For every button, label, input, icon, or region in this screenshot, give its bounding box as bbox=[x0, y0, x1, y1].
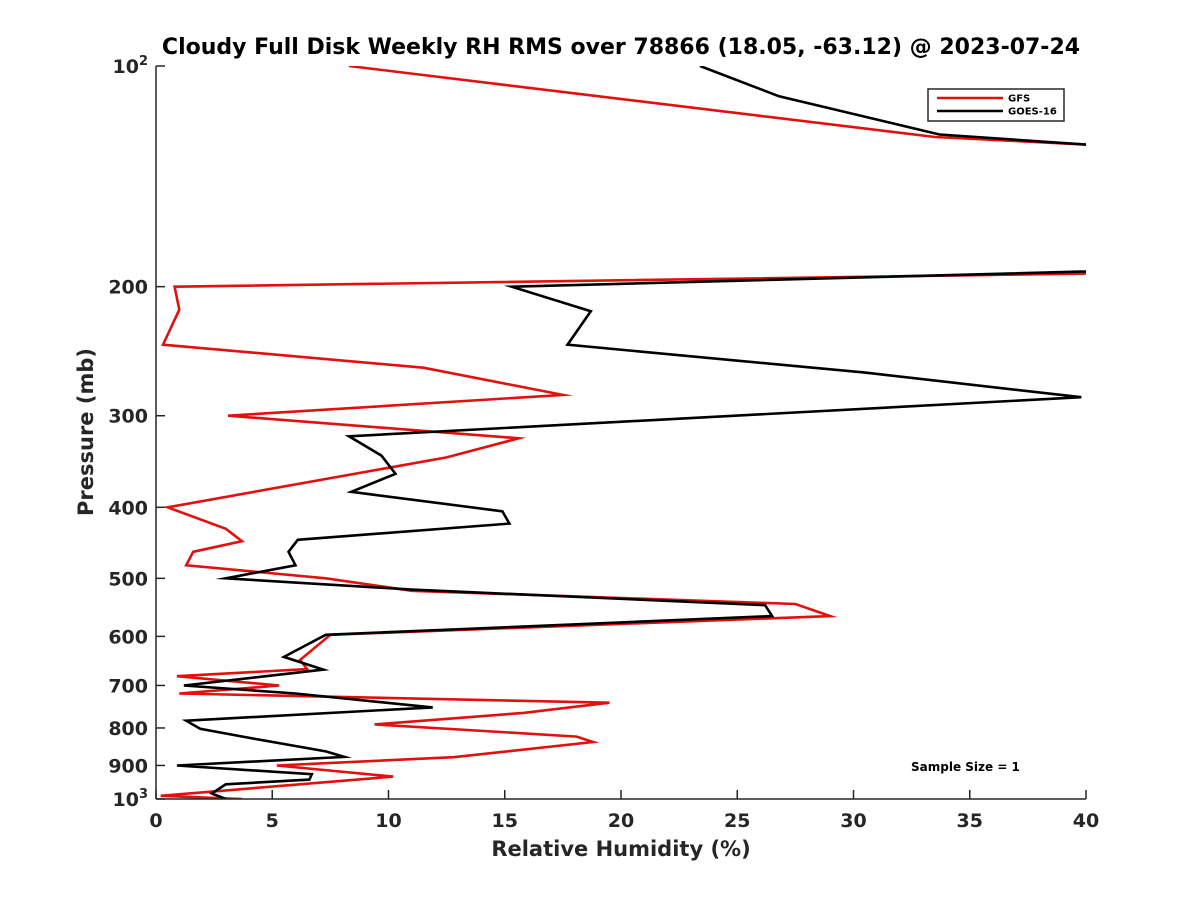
y-axis-title: Pressure (mb) bbox=[74, 348, 98, 516]
x-tick-label: 10 bbox=[375, 810, 401, 832]
x-tick-label: 15 bbox=[492, 810, 518, 832]
x-tick-label: 0 bbox=[149, 810, 162, 832]
y-tick-label: 200 bbox=[108, 277, 148, 299]
legend: GFS GOES-16 bbox=[927, 88, 1065, 122]
series-layer bbox=[160, 66, 1086, 799]
y-tick-label: 102 bbox=[113, 54, 149, 78]
y-tick-label: 800 bbox=[108, 718, 148, 740]
x-tick-label: 40 bbox=[1073, 810, 1099, 832]
y-tick-label: 400 bbox=[108, 497, 148, 519]
series-line-goes-16 bbox=[176, 66, 1086, 799]
x-tick-label: 25 bbox=[724, 810, 750, 832]
y-tick-label: 600 bbox=[108, 626, 148, 648]
y-axis-ticks: 102 200 300 400 500 600 700 800 900 103 bbox=[108, 54, 165, 811]
x-axis-title: Relative Humidity (%) bbox=[491, 837, 750, 861]
y-tick-label: 900 bbox=[108, 755, 148, 777]
legend-box bbox=[927, 88, 1065, 122]
y-tick-label: 500 bbox=[108, 568, 148, 590]
y-tick-label: 300 bbox=[108, 406, 148, 428]
x-tick-label: 35 bbox=[957, 810, 983, 832]
x-tick-label: 5 bbox=[266, 810, 279, 832]
x-axis-ticks: 0 5 10 15 20 25 30 35 40 bbox=[149, 790, 1099, 832]
legend-label-goes-16: GOES-16 bbox=[1008, 107, 1057, 118]
y-tick-label: 700 bbox=[108, 675, 148, 697]
y-tick-label: 103 bbox=[113, 787, 149, 811]
plot-area bbox=[156, 66, 1086, 799]
sample-size-annotation: Sample Size = 1 bbox=[911, 760, 1020, 774]
x-tick-label: 30 bbox=[840, 810, 866, 832]
x-tick-label: 20 bbox=[608, 810, 634, 832]
chart-title: Cloudy Full Disk Weekly RH RMS over 7886… bbox=[162, 35, 1080, 60]
legend-label-gfs: GFS bbox=[1008, 94, 1030, 105]
